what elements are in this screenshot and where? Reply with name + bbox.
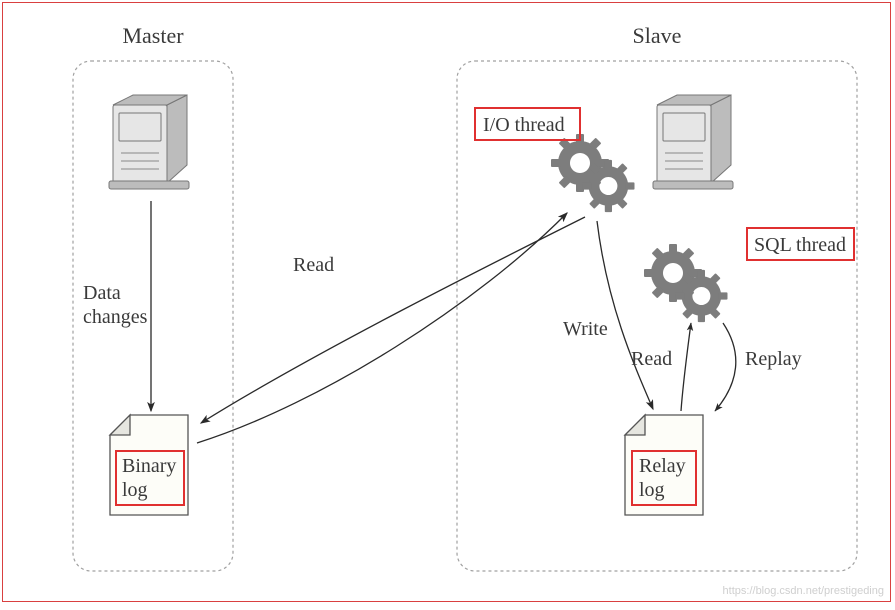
edge-read-from-iothread <box>201 217 585 423</box>
sql-thread-gears-icon <box>644 244 728 322</box>
io-thread-label: I/O thread <box>483 114 565 136</box>
edge-replay-label: Replay <box>745 348 802 370</box>
slave-server-icon <box>653 95 733 189</box>
relay-log-label-1: Relay <box>639 455 686 477</box>
edge-write <box>597 221 653 409</box>
watermark-text: https://blog.csdn.net/prestigeding <box>723 585 884 597</box>
diagram-svg: Master Slave Binary log Relay log I/O th… <box>3 3 892 603</box>
edge-data-changes-label-2: changes <box>83 306 148 328</box>
diagram-frame: Master Slave Binary log Relay log I/O th… <box>2 2 891 602</box>
binary-log-label-2: log <box>122 479 148 501</box>
binary-log-label-1: Binary <box>122 455 176 477</box>
edge-read-slave <box>681 323 691 411</box>
edge-read-master-label: Read <box>293 254 334 276</box>
edge-write-label: Write <box>563 318 608 340</box>
master-server-icon <box>109 95 189 189</box>
edge-data-changes-label-1: Data <box>83 282 121 304</box>
relay-log-label-2: log <box>639 479 665 501</box>
edge-replay <box>715 323 736 411</box>
slave-title: Slave <box>633 23 682 48</box>
io-thread-gears-icon <box>551 134 635 212</box>
edge-read-to-iothread <box>197 213 567 443</box>
edge-read-slave-label: Read <box>631 348 672 370</box>
master-title: Master <box>122 23 184 48</box>
sql-thread-label: SQL thread <box>754 234 846 256</box>
